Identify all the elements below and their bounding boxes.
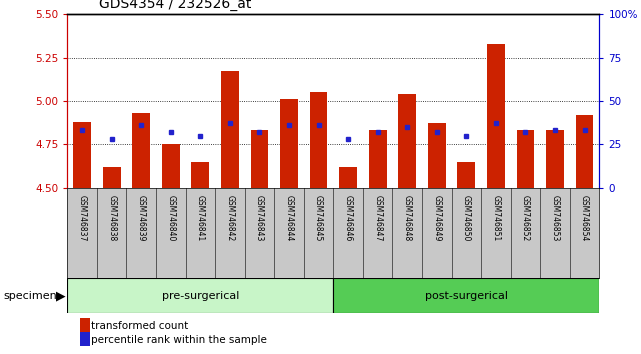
Text: specimen: specimen [3,291,57,301]
Text: GSM746847: GSM746847 [373,195,382,241]
Bar [487,44,504,188]
Bar [221,72,238,188]
Bar [458,161,475,188]
Text: GSM746850: GSM746850 [462,195,471,241]
Text: GSM746843: GSM746843 [255,195,264,241]
Bar [162,144,179,188]
Bar [398,94,416,188]
Text: GSM746837: GSM746837 [78,195,87,241]
Text: pre-surgerical: pre-surgerical [162,291,239,301]
Text: ▶: ▶ [56,289,66,302]
Text: GSM746842: GSM746842 [226,195,235,241]
Bar [546,130,564,188]
Bar [280,99,298,188]
Bar [103,167,121,188]
Text: GDS4354 / 232526_at: GDS4354 / 232526_at [99,0,252,11]
Text: GSM746846: GSM746846 [344,195,353,241]
Text: GSM746853: GSM746853 [551,195,560,241]
Text: percentile rank within the sample: percentile rank within the sample [91,335,267,345]
Bar [576,115,594,188]
Text: GSM746849: GSM746849 [432,195,441,241]
Bar [310,92,328,188]
Text: GSM746839: GSM746839 [137,195,146,241]
Text: GSM746845: GSM746845 [314,195,323,241]
Text: GSM746851: GSM746851 [492,195,501,241]
Bar [251,130,269,188]
Bar [517,130,535,188]
Bar [369,130,387,188]
Text: GSM746848: GSM746848 [403,195,412,241]
Text: transformed count: transformed count [91,321,188,331]
Text: GSM746844: GSM746844 [285,195,294,241]
Bar [339,167,357,188]
Text: GSM746854: GSM746854 [580,195,589,241]
Bar [333,278,599,313]
Text: post-surgerical: post-surgerical [425,291,508,301]
Text: GSM746838: GSM746838 [107,195,116,241]
Text: GSM746852: GSM746852 [521,195,530,241]
Bar [73,122,91,188]
Text: GSM746841: GSM746841 [196,195,205,241]
Bar [428,124,445,188]
Text: GSM746840: GSM746840 [166,195,175,241]
Bar [192,161,209,188]
Bar [132,113,150,188]
Bar [67,278,333,313]
